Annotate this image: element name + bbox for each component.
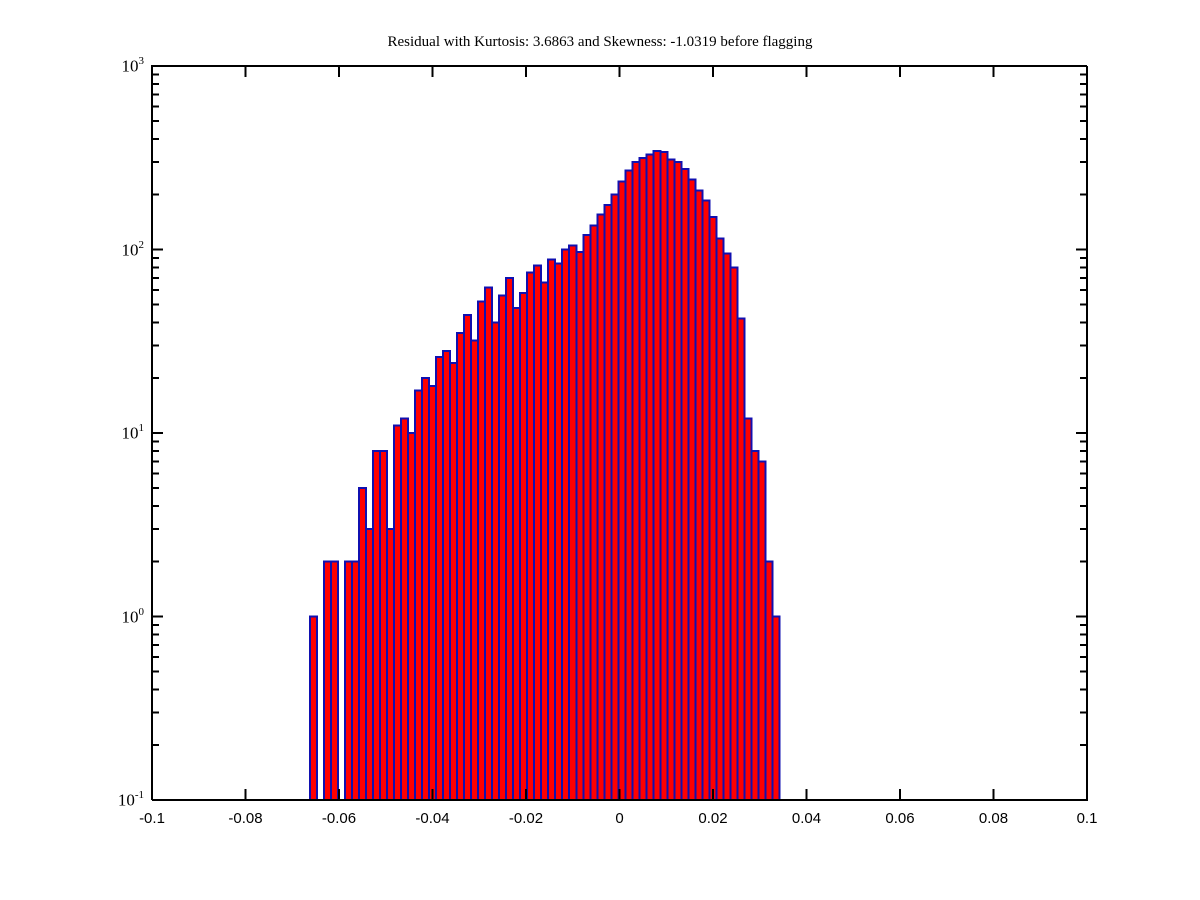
y-tick-label: 100: [100, 605, 145, 628]
histogram-bar: [687, 178, 697, 802]
histogram-bar: [750, 449, 760, 801]
histogram-bar: [617, 180, 627, 802]
plot-axes: [151, 65, 1088, 801]
y-tick-label: 102: [100, 238, 145, 261]
histogram-bar: [371, 449, 381, 801]
histogram-bar: [449, 362, 459, 801]
histogram-bar: [582, 233, 592, 802]
histogram-bar: [694, 189, 704, 801]
histogram-bar: [771, 615, 781, 801]
histogram-bar: [378, 449, 388, 801]
histogram-bar: [498, 294, 508, 801]
histogram-bar: [463, 313, 473, 801]
histogram-bar: [554, 262, 564, 801]
histogram-bar: [631, 160, 641, 801]
histogram-bar: [470, 339, 480, 801]
histogram-bar: [512, 306, 522, 801]
histogram-bar: [715, 237, 725, 802]
histogram-bar: [722, 252, 732, 801]
x-tick-label: 0: [615, 810, 624, 827]
histogram-bars: [308, 149, 781, 802]
histogram-bar: [575, 250, 585, 801]
x-tick-label: -0.02: [508, 810, 544, 827]
y-tick-mantissa: 10: [121, 423, 139, 443]
x-tick-label: 0.08: [978, 810, 1009, 827]
histogram-bar: [322, 560, 332, 802]
histogram-bar: [652, 149, 662, 801]
histogram-bar: [427, 385, 437, 801]
y-tick-label: 101: [100, 422, 145, 444]
y-tick-mantissa: 10: [121, 607, 139, 627]
histogram-bar: [456, 332, 466, 801]
histogram-bar: [708, 216, 718, 801]
histogram-bar: [624, 169, 634, 801]
histogram-bar: [406, 432, 416, 801]
y-tick-mantissa: 10: [117, 790, 135, 810]
histogram-bar: [568, 244, 578, 802]
x-tick-label: -0.1: [139, 810, 165, 827]
histogram-bar: [610, 193, 620, 801]
histogram-bar: [484, 286, 494, 802]
histogram-bar: [343, 560, 353, 802]
histogram-bar: [589, 224, 599, 801]
y-tick-exponent: 2: [138, 238, 145, 251]
histogram-bar: [659, 150, 669, 802]
histogram-bar: [477, 300, 487, 801]
histogram-bar: [701, 199, 711, 802]
histogram-bar: [357, 487, 367, 801]
histogram-bar: [364, 527, 374, 801]
x-tick-label: -0.04: [415, 810, 450, 827]
y-tick-mantissa: 10: [121, 56, 139, 76]
y-tick-exponent: 0: [138, 605, 145, 618]
histogram-bar: [645, 153, 655, 802]
histogram-bar: [442, 349, 452, 801]
histogram-bar: [392, 424, 402, 801]
x-tick-label: 0.1: [1076, 810, 1098, 827]
x-tick-label: 0.02: [698, 810, 728, 827]
histogram-bar: [680, 167, 690, 801]
histogram-bar: [329, 560, 339, 802]
histogram-bar: [399, 417, 409, 801]
x-tick-label: -0.06: [321, 810, 357, 827]
x-tick-label: 0.06: [885, 810, 915, 827]
chart-title: Residual with Kurtosis: 3.6863 and Skewn…: [387, 34, 813, 50]
histogram-bar: [526, 271, 536, 801]
y-tick-label: 103: [100, 55, 145, 77]
y-tick-exponent: -1: [134, 789, 144, 801]
histogram-bar: [505, 276, 515, 802]
histogram-bar: [603, 203, 613, 801]
histogram-bar: [729, 266, 739, 801]
histogram-bar: [547, 258, 557, 801]
histogram-bar: [385, 527, 395, 801]
histogram-bar: [420, 376, 430, 801]
histogram-bar: [764, 560, 774, 802]
histogram-bar: [673, 160, 683, 801]
x-tick-label: 0.04: [791, 810, 822, 827]
histogram-bar: [736, 317, 746, 801]
histogram-bar: [519, 291, 529, 801]
histogram-bar: [540, 281, 550, 801]
histogram-bar: [757, 460, 767, 801]
histogram-bar: [435, 355, 445, 801]
x-tick-label: -0.08: [228, 810, 263, 827]
histogram-bar: [743, 417, 753, 801]
histogram-bar: [533, 264, 543, 801]
histogram-bar: [638, 157, 648, 801]
histogram-bar: [666, 158, 676, 801]
histogram-bar: [596, 213, 606, 801]
histogram-bar: [308, 615, 318, 801]
histogram-bar: [561, 248, 571, 801]
histogram-bar: [350, 560, 360, 802]
histogram-bar: [491, 321, 501, 801]
y-tick-label: 10-1: [100, 789, 144, 811]
histogram-bar: [413, 389, 423, 801]
y-tick-exponent: 1: [138, 422, 145, 434]
y-tick-mantissa: 10: [121, 240, 139, 260]
y-tick-exponent: 3: [138, 55, 145, 67]
